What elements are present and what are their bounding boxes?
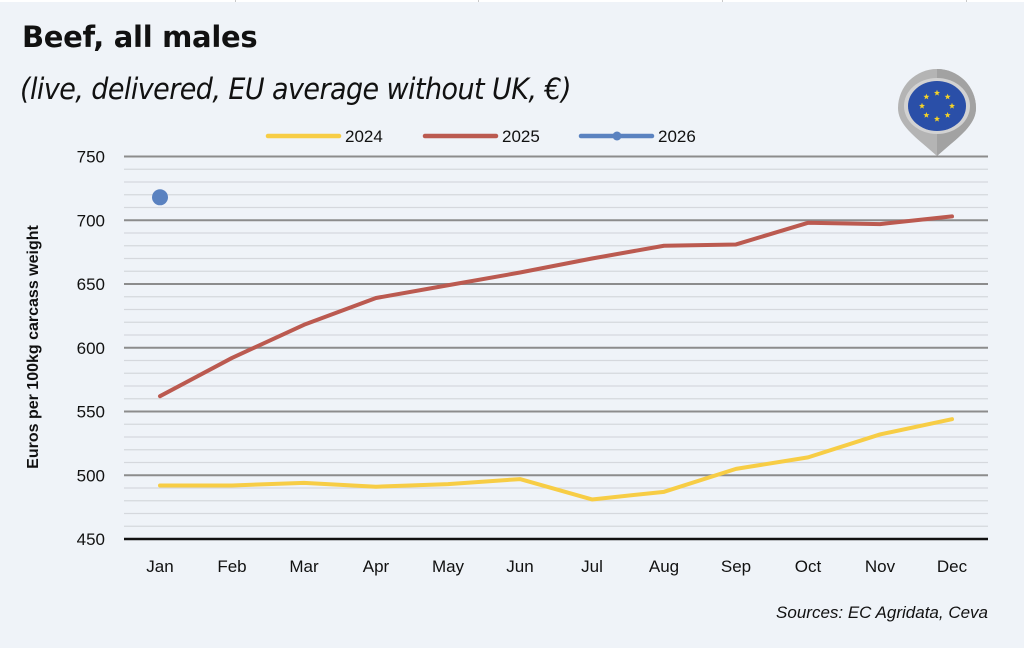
x-tick-label: Oct bbox=[795, 557, 822, 576]
y-axis-ticks: 450 500 550 600 650 700 750 bbox=[77, 148, 105, 550]
eu-stars bbox=[918, 89, 956, 122]
top-divider-tick bbox=[478, 0, 479, 2]
legend-label-2025: 2025 bbox=[502, 127, 540, 146]
x-axis-ticks: Jan Feb Mar Apr May Jun Jul Aug Sep Oct Nov Dec bbox=[146, 557, 967, 576]
x-tick-label: Jun bbox=[506, 557, 533, 576]
y-tick-label: 450 bbox=[77, 530, 105, 549]
data-point-2026 bbox=[152, 189, 168, 206]
y-tick-label: 550 bbox=[77, 403, 105, 422]
legend-label-2024: 2024 bbox=[345, 127, 383, 146]
x-tick-label: Apr bbox=[363, 557, 390, 576]
major-gridlines bbox=[124, 155, 988, 477]
x-tick-label: Feb bbox=[217, 557, 246, 576]
eu-star bbox=[944, 111, 951, 118]
y-axis-label: Euros per 100kg carcass weight bbox=[25, 224, 42, 468]
eu-flag bbox=[908, 81, 966, 131]
eu-star bbox=[948, 102, 956, 109]
eu-star bbox=[923, 93, 930, 100]
x-tick-label: Jan bbox=[146, 557, 173, 576]
y-tick-label: 700 bbox=[77, 211, 105, 230]
x-tick-label: Jul bbox=[581, 557, 603, 576]
x-tick-label: May bbox=[432, 557, 465, 576]
top-divider-tick bbox=[235, 0, 236, 2]
legend-marker-2026 bbox=[612, 131, 622, 141]
eu-star bbox=[923, 111, 930, 118]
y-tick-label: 650 bbox=[77, 275, 105, 294]
x-tick-label: Dec bbox=[937, 557, 968, 576]
top-strip bbox=[0, 0, 1024, 2]
eu-star bbox=[933, 89, 941, 96]
eu-star bbox=[933, 115, 941, 122]
top-divider-tick bbox=[722, 0, 723, 2]
eu-flag-pin-icon bbox=[898, 69, 976, 156]
chart-title: Beef, all males bbox=[22, 20, 258, 54]
x-tick-label: Sep bbox=[721, 557, 751, 576]
series-line-2024 bbox=[158, 417, 954, 502]
legend: 2024 2025 2026 bbox=[265, 127, 696, 146]
chart-subtitle: (live, delivered, EU average without UK,… bbox=[20, 72, 572, 106]
eu-star bbox=[918, 102, 926, 109]
series-layer bbox=[152, 189, 954, 502]
x-tick-label: Nov bbox=[865, 557, 896, 576]
eu-star bbox=[944, 93, 951, 100]
x-tick-label: Mar bbox=[289, 557, 319, 576]
y-tick-label: 500 bbox=[77, 466, 105, 485]
x-tick-label: Aug bbox=[649, 557, 679, 576]
legend-label-2026: 2026 bbox=[658, 127, 696, 146]
series-line-2025 bbox=[158, 214, 954, 399]
y-tick-label: 600 bbox=[77, 339, 105, 358]
top-divider-tick bbox=[966, 0, 967, 2]
source-note: Sources: EC Agridata, Ceva bbox=[776, 603, 988, 622]
y-tick-label: 750 bbox=[77, 148, 105, 167]
